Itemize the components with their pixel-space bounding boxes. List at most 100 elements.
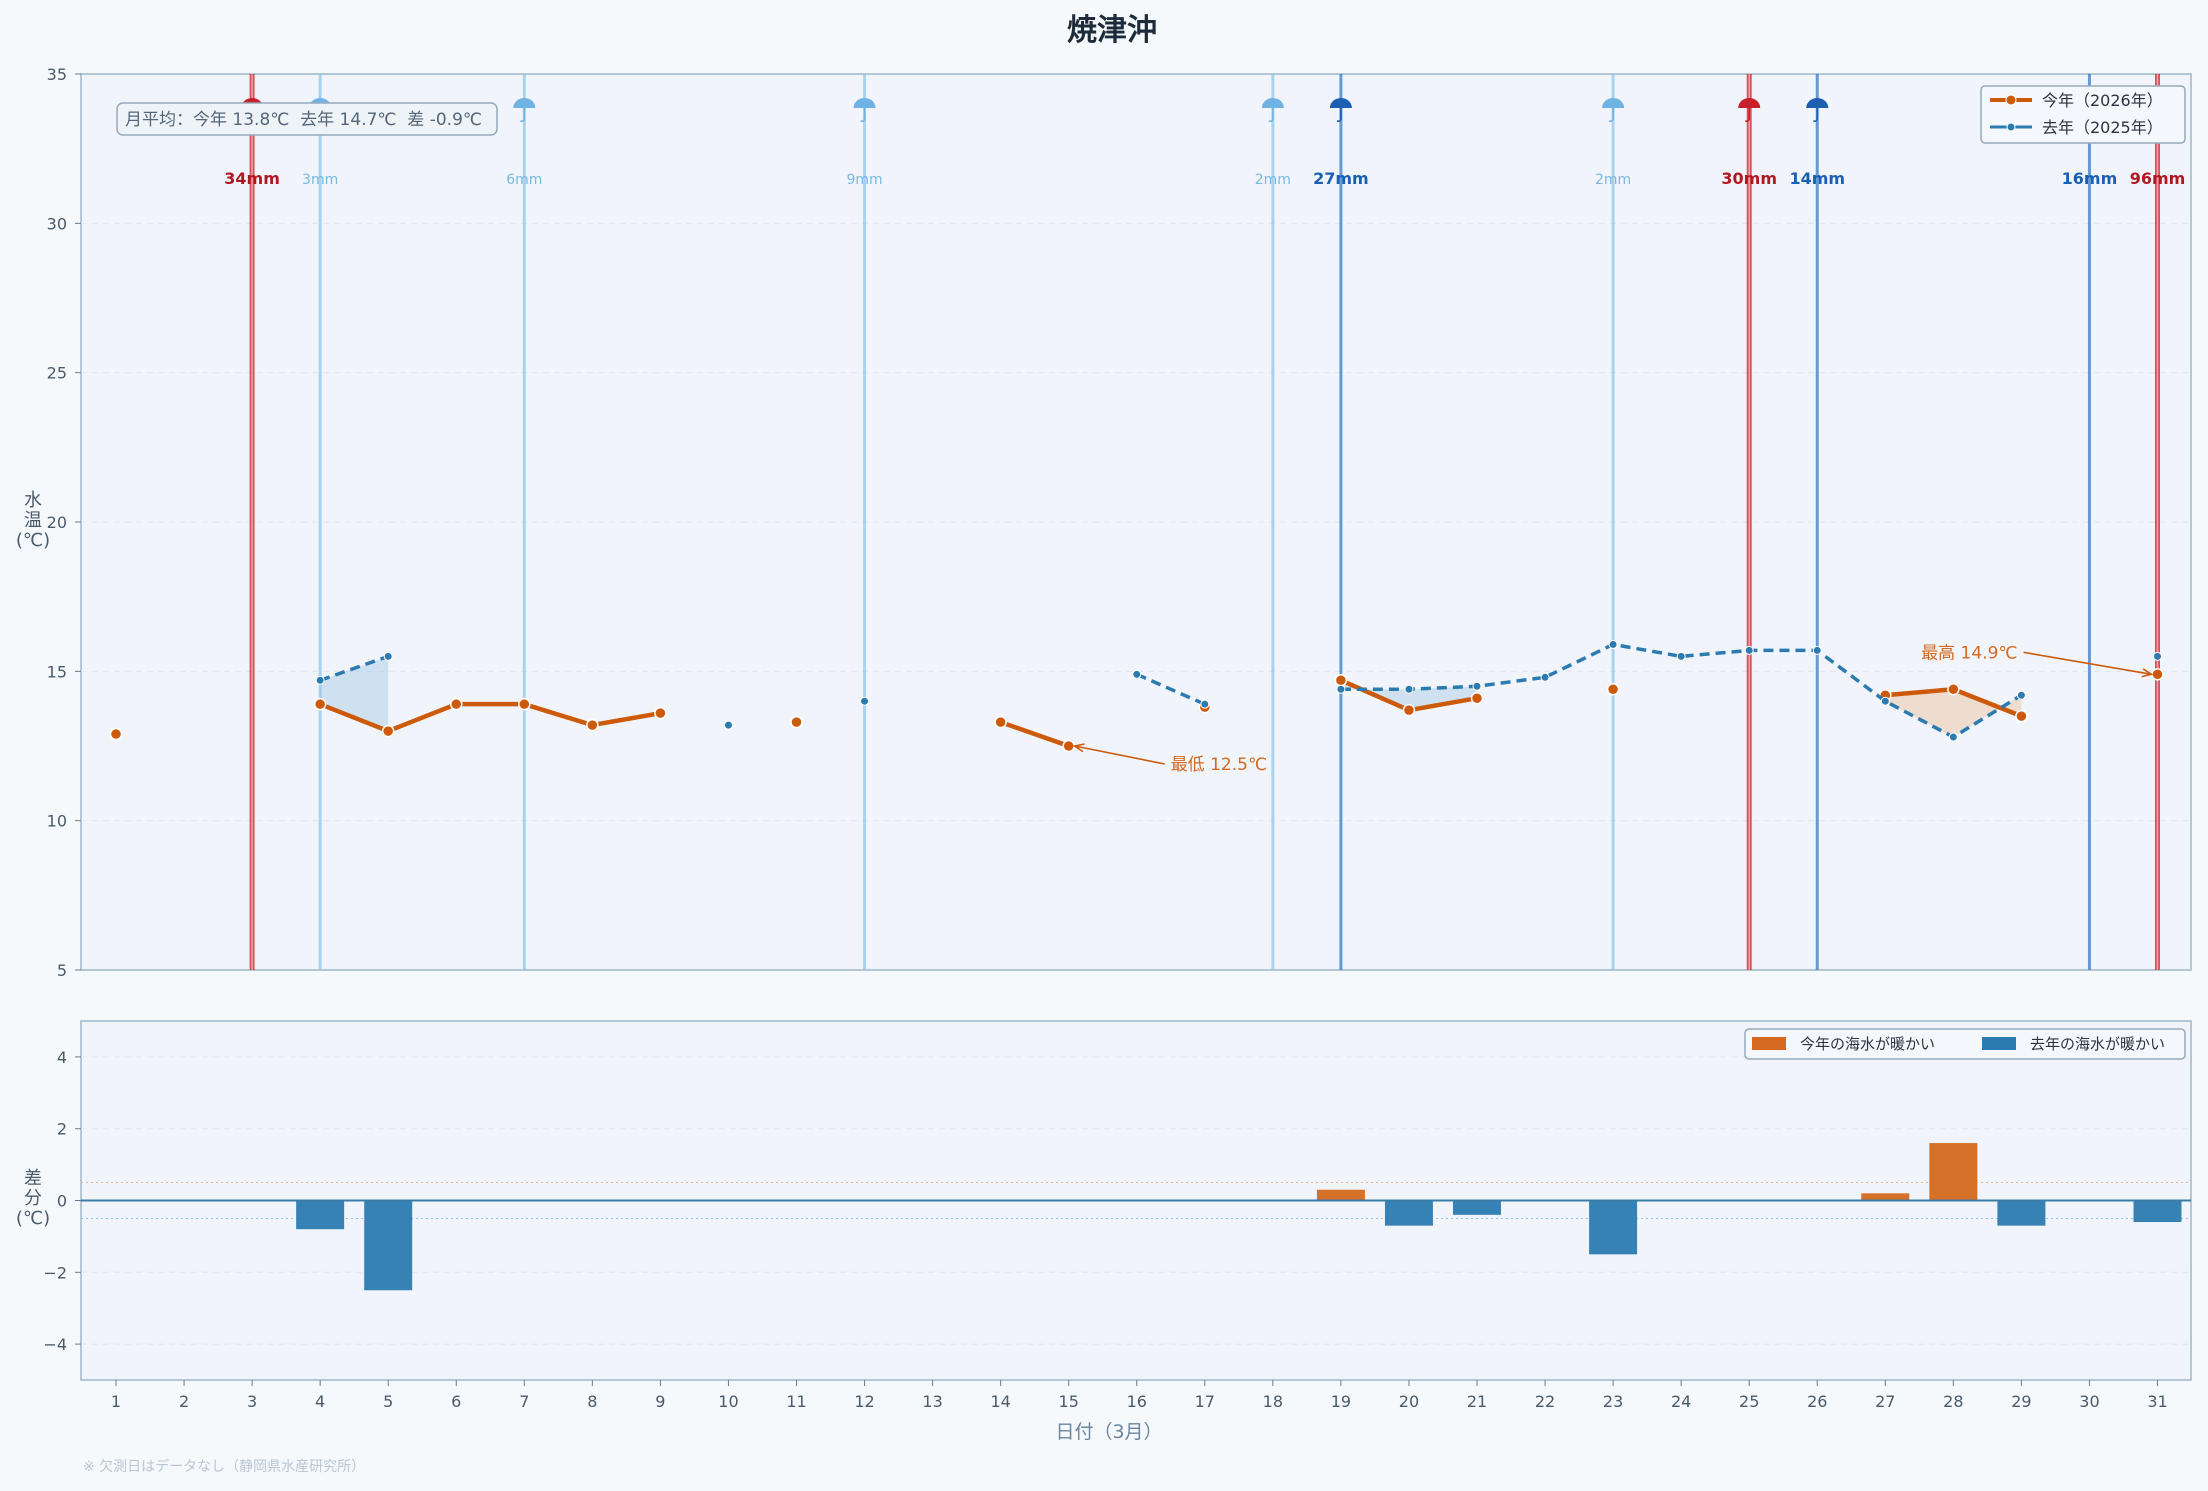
umbrella-icon	[1602, 98, 1625, 122]
difference-bar	[364, 1200, 413, 1291]
y-tick-label: 25	[47, 364, 67, 383]
series-2025-point	[860, 696, 870, 706]
annotation-arrowhead	[1072, 743, 1085, 753]
y-tick-label: 0	[57, 1192, 67, 1211]
difference-bar	[1861, 1193, 1910, 1201]
difference-fill	[1953, 689, 2022, 738]
x-tick-label: 20	[1399, 1392, 1419, 1411]
x-tick-label: 30	[2079, 1392, 2099, 1411]
rain-amount-label: 30mm	[1721, 169, 1777, 188]
umbrella-icon	[1738, 98, 1761, 122]
x-tick-label: 29	[2011, 1392, 2031, 1411]
x-tick-label: 18	[1263, 1392, 1283, 1411]
series-2025-point	[1812, 645, 1822, 655]
footnote: ※ 欠測日はデータなし（静岡県水産研究所）	[83, 1458, 365, 1475]
x-tick-label: 13	[922, 1392, 942, 1411]
series-2025-point	[1880, 696, 1890, 706]
series-2025-line	[319, 654, 389, 682]
umbrella-icon	[1329, 98, 1352, 122]
x-tick-label: 24	[1671, 1392, 1691, 1411]
series-2025-point	[1540, 672, 1550, 682]
y-tick-label: 5	[57, 961, 67, 980]
x-tick-label: 17	[1195, 1392, 1215, 1411]
rain-amount-label: 96mm	[2130, 169, 2186, 188]
difference-bar	[1316, 1189, 1365, 1201]
rain-amount-label: 3mm	[302, 172, 338, 188]
x-tick-label: 3	[247, 1392, 257, 1411]
x-tick-label: 9	[655, 1392, 665, 1411]
series-2025-point	[1472, 681, 1482, 691]
rain-amount-label: 9mm	[846, 172, 882, 188]
x-tick-label: 12	[854, 1392, 874, 1411]
series-2026-point	[1402, 703, 1416, 717]
difference-bar	[1589, 1200, 1638, 1255]
series-2026-point	[1947, 683, 1960, 696]
rain-amount-label: 16mm	[2062, 169, 2118, 188]
difference-fill	[1885, 689, 1954, 738]
x-tick-label: 14	[990, 1392, 1010, 1411]
series-2026-point	[994, 715, 1007, 729]
x-tick-label: 31	[2147, 1392, 2167, 1411]
top-legend: 今年（2026年） 去年（2025年）	[1980, 85, 2186, 144]
series-2025-line	[1136, 672, 1206, 706]
series-2025-point	[1744, 645, 1754, 655]
annotation-arrow	[2023, 651, 2152, 676]
difference-bar	[296, 1200, 345, 1230]
annotation-label: 最高 14.9℃	[1921, 643, 2017, 663]
series-2026-point	[586, 718, 599, 732]
top-panel-bg	[80, 73, 2192, 971]
bottom-legend: 今年の海水が暖かい 去年の海水が暖かい	[1744, 1028, 2186, 1060]
x-tick-label: 10	[718, 1392, 738, 1411]
series-2025-point	[1132, 669, 1142, 679]
x-tick-label: 7	[519, 1392, 529, 1411]
umbrella-icon	[1261, 98, 1284, 122]
x-axis-label: 日付（3月）	[1055, 1421, 1162, 1443]
series-2025-point	[383, 651, 393, 661]
umbrella-icon	[853, 98, 876, 122]
series-2025-point	[1336, 684, 1346, 694]
legend-label-warm-last-year: 去年の海水が暖かい	[2030, 1035, 2165, 1053]
rain-amount-label: 14mm	[1789, 169, 1845, 188]
x-tick-label: 21	[1467, 1392, 1487, 1411]
x-tick-label: 15	[1059, 1392, 1079, 1411]
y-tick-label: −2	[43, 1263, 67, 1282]
series-2026-point	[381, 724, 395, 738]
rain-amount-label: 6mm	[506, 172, 542, 188]
x-tick-label: 26	[1807, 1392, 1827, 1411]
chart-title: 焼津沖	[1067, 13, 1157, 48]
series-2025-line	[1340, 642, 2023, 739]
summary-text: 月平均：今年 13.8℃ 去年 14.7℃ 差 -0.9℃	[125, 110, 482, 130]
series-2025-point	[2153, 651, 2162, 661]
series-2026-point	[654, 706, 667, 720]
x-tick-label: 16	[1127, 1392, 1147, 1411]
series-2026-point	[2151, 668, 2164, 681]
series-2025-point	[1948, 732, 1958, 742]
difference-bar	[1384, 1200, 1433, 1226]
series-2026-point	[1470, 691, 1484, 705]
annotation-arrow	[1074, 745, 1165, 765]
x-tick-label: 22	[1535, 1392, 1555, 1411]
difference-bar	[1453, 1200, 1501, 1215]
x-tick-label: 5	[383, 1392, 393, 1411]
y-tick-label: 10	[47, 812, 67, 831]
legend-label-warm-this-year: 今年の海水が暖かい	[1800, 1035, 1935, 1053]
top-ylabel: 水温(℃)	[16, 490, 50, 551]
rain-amount-label: 34mm	[224, 169, 280, 188]
bottom-ylabel: 差分(℃)	[16, 1168, 50, 1229]
series-2026-point	[1606, 683, 1620, 696]
series-2026-point	[790, 715, 803, 729]
y-tick-label: 4	[57, 1048, 67, 1067]
rain-amount-label: 2mm	[1255, 172, 1291, 188]
x-tick-label: 4	[315, 1392, 325, 1411]
series-2025-point	[315, 675, 325, 685]
y-tick-label: 30	[47, 214, 67, 233]
x-tick-label: 25	[1739, 1392, 1759, 1411]
x-tick-label: 6	[451, 1392, 461, 1411]
series-2025-point	[1200, 699, 1210, 709]
x-tick-label: 28	[1943, 1392, 1963, 1411]
series-2026-point	[313, 697, 327, 711]
series-2025-point	[723, 720, 733, 730]
y-tick-label: 35	[47, 65, 67, 84]
x-tick-label: 1	[111, 1392, 121, 1411]
